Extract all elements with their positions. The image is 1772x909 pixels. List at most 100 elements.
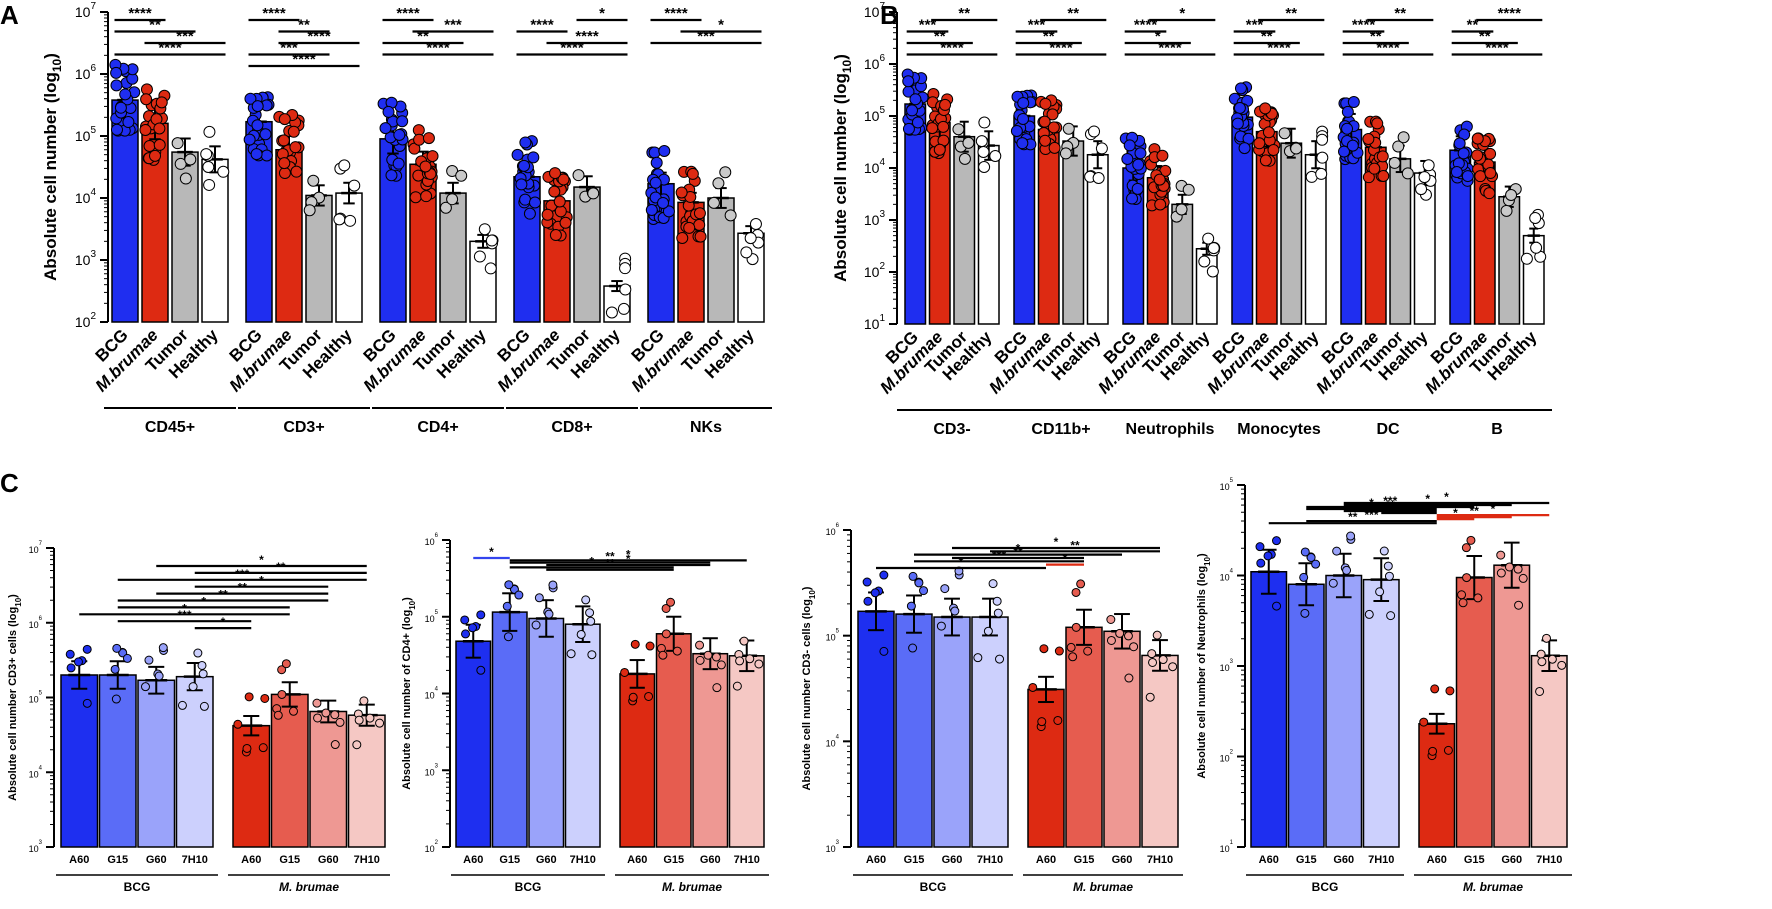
panel-c1-bar-2-data-point [158, 643, 168, 653]
panel-b-y-tick-label: 105 [864, 105, 886, 124]
panel-b-group-1-1-data-point [1038, 115, 1051, 128]
panel-b-group-2-1-data-point [1156, 149, 1169, 162]
panel-c1-x-tick-label: A60 [241, 854, 261, 866]
panel-c2-y-tick-label: 105 [425, 610, 439, 624]
panel-c1-bar-5-data-point [277, 665, 287, 675]
panel-a-group-3-2-bar [573, 186, 601, 323]
panel-c2-bar-3-data-point [587, 650, 597, 660]
panel-c1-bar-5-data-point [281, 659, 291, 669]
panel-b-group-4-3-data-point [1422, 159, 1435, 172]
panel-c4-bar-7-bar [1530, 654, 1568, 848]
panel-b-group-1-2-data-point [1062, 122, 1075, 135]
panel-c3-bar-7-data-point [1152, 630, 1162, 640]
panel-c4-bar-0-data-point [1256, 558, 1266, 568]
panel-c4-bar-4-data-point [1428, 746, 1438, 756]
panel-a-group-1-3-data-point [333, 213, 346, 226]
panel-c3-group-label-bcg: BCG [920, 880, 947, 894]
panel-c4-bar-2-data-point [1342, 565, 1352, 575]
panel-b-group-4-3-data-point [1415, 183, 1428, 196]
panel-b-group-2-2-data-point [1182, 183, 1195, 196]
panel-c2-bar-4-data-point [645, 641, 655, 651]
panel-c3-y-tick-label: 103 [826, 840, 840, 854]
panel-a-group-3-3-data-point [619, 283, 632, 296]
panel-a-group-3-3-data-point [617, 302, 630, 315]
panel-c4-y-tick-label: 105 [1220, 478, 1234, 492]
panel-b-group-2-0-data-point [1121, 153, 1134, 166]
panel-c3-bar-3-bar [971, 616, 1009, 848]
panel-c2-bar-1-data-point [502, 601, 512, 611]
panel-a-group-1-1-data-point [278, 157, 291, 170]
panel-c1-bar-3-data-point [198, 669, 208, 679]
panel-c2-sig-4-significance-label: * [589, 554, 594, 568]
panel-c1-bar-7-data-point [375, 718, 385, 728]
panel-c2-bar-2-data-point [544, 609, 554, 619]
panel-a-group-3-sig-1-significance-label: **** [530, 17, 554, 34]
panel-c4-bar-5-data-point [1473, 593, 1483, 603]
panel-b-group-1-1-data-point [1039, 134, 1052, 147]
panel-b-group-3-3-data-point [1316, 133, 1329, 146]
panel-a-group-2-sig-2-significance-label: ** [417, 28, 429, 45]
panel-c3-sig-5-significance-label: * [1063, 552, 1068, 566]
panel-a-group-0-group-label: CD45+ [145, 419, 195, 436]
panel-a-group-4-1-data-point [693, 218, 706, 231]
panel-c4-bar-3-data-point [1386, 611, 1396, 621]
panel-c2-bar-7-data-point [745, 654, 755, 664]
panel-c3-group-label-mb: M. brumae [1073, 880, 1133, 894]
panel-c4-bar-3-data-point [1384, 571, 1394, 581]
panel-b-group-1-1-data-point [1039, 97, 1052, 110]
panel-b-group-5-1-data-point [1484, 167, 1497, 180]
panel-b-group-5-sig-1-significance-label: ** [1467, 17, 1479, 34]
panel-c2-bar-3-data-point [586, 616, 596, 626]
panel-c4-bar-3-data-point [1364, 609, 1374, 619]
panel-a-group-3-sig-2-significance-label: **** [575, 28, 599, 45]
panel-a-group-4-0-data-point [648, 146, 661, 159]
panel-c3-bar-6-data-point [1115, 628, 1125, 638]
panel-a-group-0-1-data-point [140, 83, 153, 96]
panel-b-group-0-sig-3-significance-label: **** [940, 40, 964, 57]
panel-c4-bar-6-data-point [1496, 550, 1506, 560]
panel-a-group-3-1-data-point [559, 216, 572, 229]
panel-b-group-2-3-data-point [1202, 232, 1215, 245]
panel-c4-bar-5-data-point [1457, 590, 1467, 600]
panel-a-group-1-2-data-point [307, 174, 320, 187]
panel-a-group-1-0-data-point [259, 128, 272, 141]
panel-c1-bar-6-data-point [321, 708, 331, 718]
panel-b-group-0-1-data-point [937, 120, 950, 133]
panel-b-group-2-group-label: Neutrophils [1126, 421, 1215, 438]
panel-c4-sig-9-significance-label: *** [1364, 508, 1378, 522]
panel-a-group-0-3-data-point [203, 125, 216, 138]
panel-b-group-0-0-data-point [902, 75, 915, 88]
panel-c3-bar-5-data-point [1071, 622, 1081, 632]
panel-b-group-1-0-data-point [1016, 137, 1029, 150]
panel-b-group-2-sig-1-significance-label: **** [1134, 17, 1158, 34]
panel-b-group-0-3-data-point [989, 150, 1002, 163]
panel-c3-sig-6-significance-label: * [959, 555, 964, 569]
panel-a-group-3-0-data-point [518, 159, 531, 172]
panel-c4-bar-7-data-point [1547, 654, 1557, 664]
panel-c1-bar-1-data-point [110, 664, 120, 674]
panel-c1-y-tick-label: 103 [29, 840, 43, 854]
panel-a-group-2-0-data-point [385, 169, 398, 182]
panel-b-group-3-1-data-point [1262, 126, 1275, 139]
panel-a-group-3-1-data-point [549, 167, 562, 180]
panel-a-group-2-2-data-point [446, 193, 459, 206]
panel-a-group-1-sig-3-significance-label: *** [280, 40, 298, 57]
panel-c1-bar-3-data-point [177, 700, 187, 710]
panel-c1-x-tick-label: G15 [279, 854, 300, 866]
panel-label-b: B [880, 0, 899, 30]
panel-c3-bar-4-data-point [1037, 717, 1047, 727]
panel-c4-x-tick-label: A60 [1427, 854, 1447, 866]
panel-c3-bar-0-data-point [870, 588, 880, 598]
panel-c3-bar-3-data-point [988, 579, 998, 589]
panel-c2-bar-7-data-point [732, 681, 742, 691]
panel-c4-y-axis-title: Absolute cell number of Neutrophils (log… [1196, 553, 1212, 779]
panel-b-y-axis-title: Absolute cell number (log10) [831, 54, 854, 282]
panel-c2-bar-5-data-point [672, 646, 682, 656]
panel-c3-bar-2-data-point [936, 621, 946, 631]
panel-c4-bar-6-data-point [1496, 568, 1506, 578]
panel-c1-bar-6-data-point [330, 740, 340, 750]
panel-b-group-1-0-data-point [1017, 112, 1030, 125]
panel-c2-y-tick-label: 106 [425, 533, 439, 547]
panel-a-group-3-0-data-point [511, 148, 524, 161]
